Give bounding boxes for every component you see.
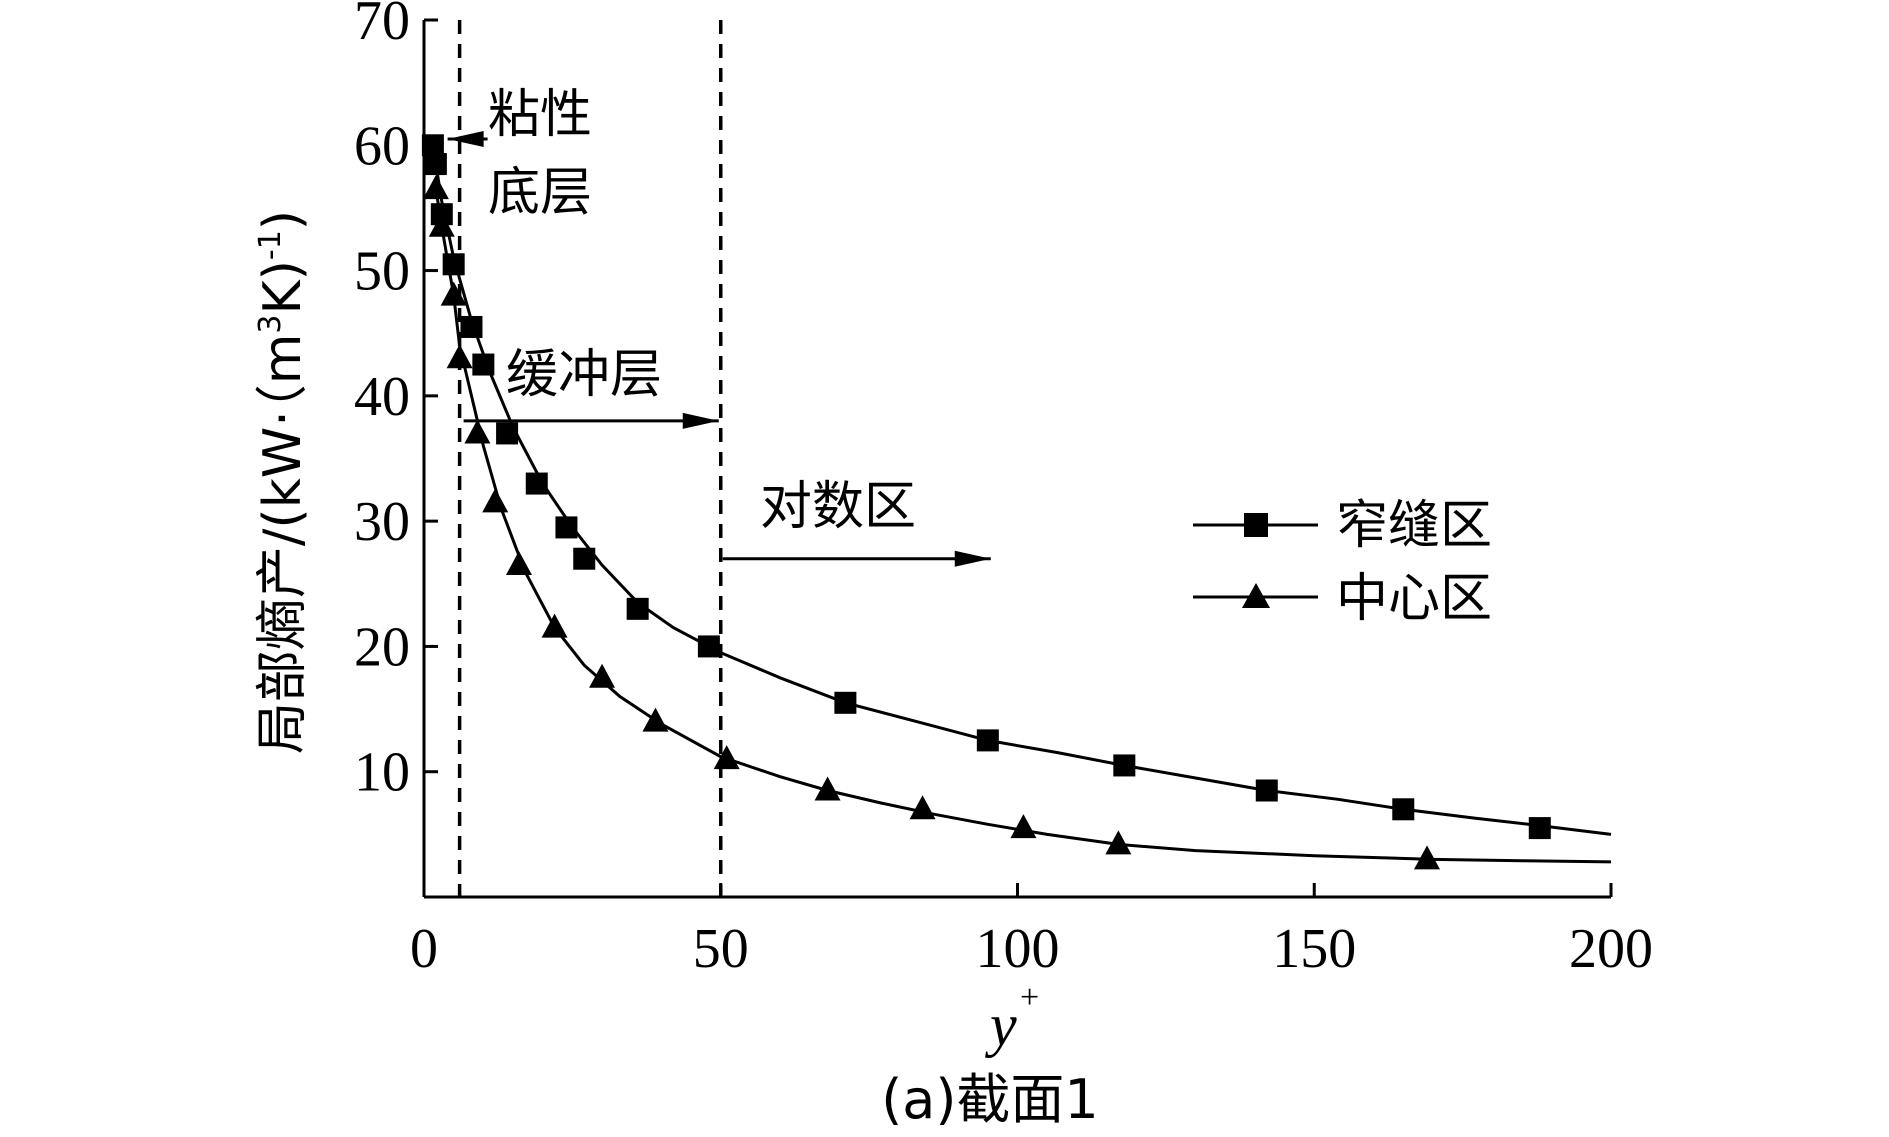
data-point-triangle — [428, 212, 455, 237]
legend-label-narrow: 窄缝区 — [1336, 496, 1492, 556]
region-annotations: 粘性 底层 缓冲层 对数区 — [447, 85, 991, 567]
y-axis-label-sup1: 3 — [253, 314, 288, 333]
data-point-triangle — [642, 707, 669, 732]
annotation-viscous-line2: 底层 — [488, 163, 592, 223]
data-point-square — [1113, 754, 1136, 777]
x-tick-label: 100 — [976, 918, 1060, 980]
legend-marker-triangle — [1242, 583, 1270, 608]
data-point-square — [1392, 798, 1415, 821]
x-tick-label: 50 — [693, 918, 749, 980]
data-point-triangle — [1414, 845, 1441, 870]
figure-caption: (a)截面1 — [881, 1068, 1099, 1131]
data-point-triangle — [505, 550, 532, 575]
region-arrows — [447, 131, 991, 567]
y-tick-label: 20 — [354, 616, 410, 678]
data-point-square — [472, 353, 495, 376]
y-axis-label: 局部熵产/(kW·（m3K)-1) — [253, 210, 313, 754]
series-layer — [421, 134, 1612, 870]
annotation-buffer: 缓冲层 — [506, 345, 662, 405]
annotation-viscous-line1: 粘性 — [488, 85, 592, 145]
x-axis-label-text: y — [984, 992, 1017, 1058]
y-tick-label: 70 — [354, 0, 410, 52]
y-axis-label-main: 局部熵产/(kW·（m — [253, 334, 313, 755]
legend-label-center: 中心区 — [1336, 569, 1492, 629]
x-ticks: 0 50 100 150 200 — [410, 883, 1653, 980]
series-line-0 — [431, 145, 1612, 836]
data-point-square — [834, 691, 857, 714]
data-point-square — [1528, 817, 1551, 840]
annotation-log: 对数区 — [760, 477, 916, 537]
data-point-square — [626, 597, 649, 620]
data-point-triangle — [422, 175, 449, 200]
data-point-triangle — [1010, 814, 1037, 839]
y-axis-label-sup2: -1 — [253, 230, 288, 260]
data-point-square — [573, 547, 596, 570]
data-point-triangle — [464, 419, 491, 444]
data-point-square — [424, 153, 447, 176]
y-axis-label-mid: K) — [253, 260, 313, 314]
y-tick-label: 30 — [354, 491, 410, 553]
axes — [422, 20, 1611, 899]
data-point-triangle — [446, 344, 473, 369]
x-tick-label: 200 — [1569, 918, 1653, 980]
data-point-triangle — [814, 776, 841, 801]
data-point-square — [1255, 779, 1278, 802]
data-point-square — [460, 315, 483, 338]
y-tick-label: 40 — [354, 366, 410, 428]
data-point-square — [976, 729, 999, 752]
data-point-square — [496, 422, 519, 445]
data-point-triangle — [1105, 830, 1132, 855]
legend-marker-square — [1244, 513, 1268, 537]
x-tick-label: 150 — [1272, 918, 1356, 980]
y-axis-label-end: ) — [253, 210, 313, 230]
x-axis-label: y + — [984, 979, 1039, 1058]
data-point-triangle — [482, 488, 509, 513]
data-point-square — [421, 134, 444, 157]
data-point-square — [555, 516, 578, 539]
x-axis-label-superscript: + — [1020, 979, 1039, 1016]
region-arrow-head — [682, 412, 719, 429]
data-point-triangle — [541, 613, 568, 638]
region-arrow-head — [954, 550, 991, 567]
data-point-triangle — [589, 663, 616, 688]
data-point-square — [525, 472, 548, 495]
y-tick-label: 10 — [354, 742, 410, 804]
y-tick-label: 60 — [354, 115, 410, 177]
y-axis-label-text: 局部熵产/(kW·（m3K)-1) — [253, 210, 313, 754]
region-arrow-head — [447, 131, 484, 148]
legend: 窄缝区 中心区 — [1193, 496, 1492, 629]
data-point-triangle — [440, 281, 467, 306]
data-point-triangle — [713, 745, 740, 770]
data-point-square — [697, 635, 720, 658]
data-point-triangle — [909, 795, 936, 820]
x-tick-label: 0 — [410, 918, 438, 980]
y-tick-label: 50 — [354, 241, 410, 303]
region-boundaries — [457, 20, 723, 897]
